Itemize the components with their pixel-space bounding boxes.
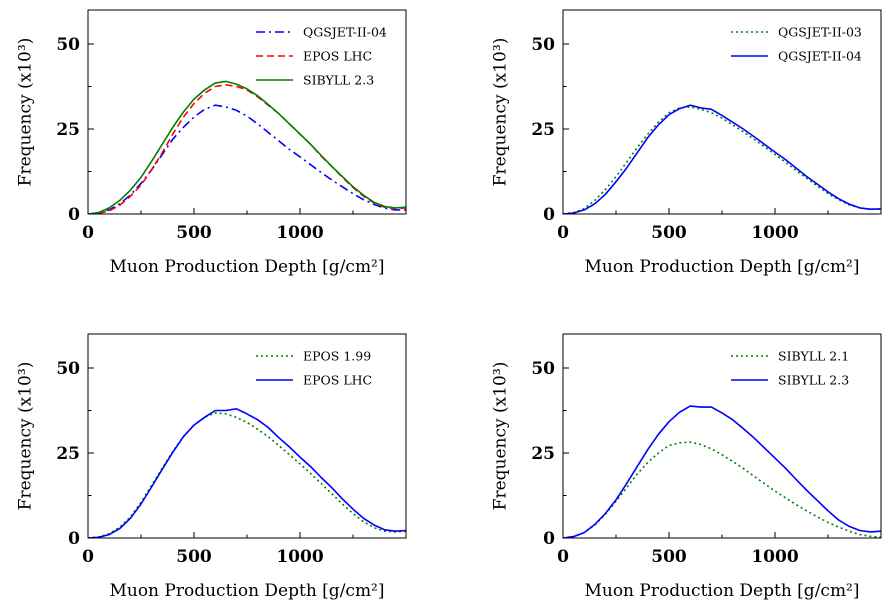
y-tick-label: 0	[68, 205, 80, 225]
y-tick-label: 0	[543, 205, 555, 225]
plot-frame	[562, 9, 882, 215]
legend-label: EPOS LHC	[303, 373, 372, 388]
y-tick-label: 25	[531, 444, 555, 464]
legend-label: SIBYLL 2.3	[778, 373, 849, 388]
y-tick-label: 25	[56, 444, 80, 464]
x-tick-label: 500	[651, 223, 687, 243]
x-tick-label: 0	[557, 547, 569, 567]
x-tick-label: 500	[651, 547, 687, 567]
x-tick-label: 1000	[751, 223, 798, 243]
series-line-2	[563, 104, 881, 214]
x-tick-label: 0	[82, 223, 94, 243]
plot-frame	[87, 333, 407, 539]
y-tick-label: 25	[56, 120, 80, 140]
legend-label: QGSJET-II-03	[778, 25, 862, 40]
x-tick-label: 1000	[276, 547, 323, 567]
x-axis-label: Muon Production Depth [g/cm²]	[109, 257, 384, 277]
legend-label: EPOS LHC	[303, 49, 372, 64]
x-tick-label: 1000	[751, 547, 798, 567]
y-tick-label: 25	[531, 120, 555, 140]
series-line-1	[88, 104, 406, 214]
y-tick-label: 0	[68, 529, 80, 549]
x-tick-label: 0	[557, 223, 569, 243]
x-tick-label: 500	[176, 547, 212, 567]
y-tick-label: 50	[56, 359, 80, 379]
y-axis-label: Frequency (x10³)	[491, 38, 511, 187]
y-tick-label: 0	[543, 529, 555, 549]
y-axis-label: Frequency (x10³)	[491, 362, 511, 511]
series-line-3	[88, 80, 406, 214]
legend: QGSJET-II-03 QGSJET-II-04	[731, 25, 862, 64]
legend: SIBYLL 2.1 SIBYLL 2.3	[731, 349, 849, 388]
y-tick-label: 50	[56, 35, 80, 55]
y-tick-label: 50	[531, 35, 555, 55]
panel-3: 0 500 1000 0 25 50 Muon Production Depth [g/cm…	[16, 333, 407, 601]
series-line-1	[88, 412, 406, 538]
legend-label: QGSJET-II-04	[778, 49, 862, 64]
x-axis-label: Muon Production Depth [g/cm²]	[584, 257, 859, 277]
x-tick-label: 500	[176, 223, 212, 243]
series-line-2	[88, 408, 406, 538]
x-tick-label: 1000	[276, 223, 323, 243]
panel-4: 0 500 1000 0 25 50 Muon Production Depth [g/cm…	[491, 333, 882, 601]
panel-1: 0 500 1000 0 25 50 Muon Production Depth [g/cm…	[16, 9, 407, 277]
legend: EPOS 1.99 EPOS LHC	[256, 349, 372, 388]
y-tick-label: 50	[531, 359, 555, 379]
series-line-1	[563, 441, 881, 538]
legend-label: QGSJET-II-04	[303, 25, 387, 40]
series-line-2	[563, 405, 881, 538]
y-axis-label: Frequency (x10³)	[16, 38, 36, 187]
y-axis-label: Frequency (x10³)	[16, 362, 36, 511]
legend-label: SIBYLL 2.1	[778, 349, 849, 364]
x-tick-label: 0	[82, 547, 94, 567]
x-axis-label: Muon Production Depth [g/cm²]	[584, 581, 859, 601]
legend-label: EPOS 1.99	[303, 349, 371, 364]
series-line-2	[88, 84, 406, 214]
x-axis-label: Muon Production Depth [g/cm²]	[109, 581, 384, 601]
legend-label: SIBYLL 2.3	[303, 73, 374, 88]
panel-2: 0 500 1000 0 25 50 Muon Production Depth [g/cm…	[491, 9, 882, 277]
series-line-1	[563, 106, 881, 214]
legend: QGSJET-II-04 EPOS LHC SIBYLL 2.3	[256, 25, 387, 88]
